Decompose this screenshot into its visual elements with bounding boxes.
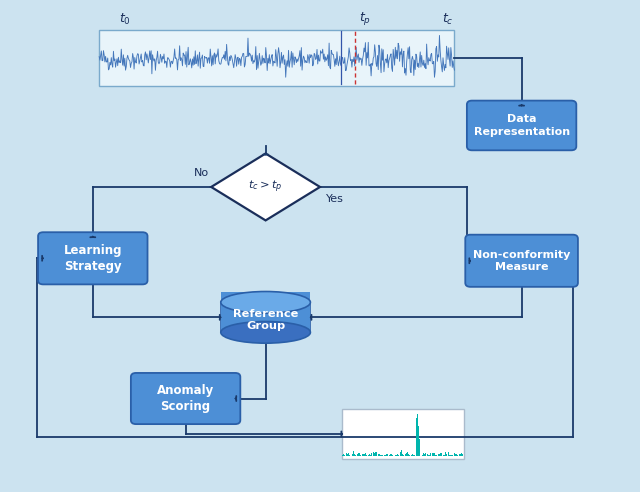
Bar <box>386 454 387 456</box>
Bar <box>439 455 440 456</box>
Text: $t_c > t_p$: $t_c > t_p$ <box>248 179 283 195</box>
Text: Yes: Yes <box>326 194 344 204</box>
Bar <box>371 454 372 456</box>
Bar <box>344 455 346 456</box>
FancyBboxPatch shape <box>99 30 454 86</box>
Bar <box>381 455 382 456</box>
Bar <box>417 414 418 456</box>
Text: Learning
Strategy: Learning Strategy <box>63 244 122 273</box>
Text: $t_p$: $t_p$ <box>359 10 371 27</box>
Bar <box>355 455 356 456</box>
FancyBboxPatch shape <box>342 409 464 459</box>
Bar <box>451 455 452 456</box>
Bar <box>419 439 420 456</box>
Bar <box>347 454 348 456</box>
Text: Reference
Group: Reference Group <box>233 308 298 331</box>
Ellipse shape <box>221 322 310 343</box>
Bar <box>408 454 409 456</box>
Bar <box>423 453 424 456</box>
Bar <box>431 453 433 456</box>
Bar <box>359 453 360 456</box>
Bar <box>444 455 445 456</box>
Bar <box>418 426 419 456</box>
Bar <box>450 455 451 456</box>
Bar <box>399 452 401 456</box>
Bar <box>363 454 364 456</box>
Bar <box>434 453 435 456</box>
Bar <box>401 450 402 456</box>
Bar <box>443 455 444 456</box>
FancyBboxPatch shape <box>221 291 310 333</box>
Bar <box>412 454 413 456</box>
Text: No: No <box>194 168 209 178</box>
Bar <box>462 455 463 456</box>
Bar <box>415 418 417 456</box>
Bar <box>383 455 385 456</box>
Bar <box>354 455 355 456</box>
FancyBboxPatch shape <box>38 232 147 284</box>
Bar <box>358 453 359 456</box>
Text: $t_c$: $t_c$ <box>442 12 454 27</box>
Bar <box>422 455 423 456</box>
Bar <box>446 454 447 456</box>
Text: Data
Representation: Data Representation <box>474 114 570 137</box>
Bar <box>365 453 366 456</box>
FancyBboxPatch shape <box>465 235 578 287</box>
FancyBboxPatch shape <box>131 373 240 424</box>
Bar <box>440 453 441 456</box>
Bar <box>348 453 349 456</box>
Bar <box>455 454 456 456</box>
Bar <box>395 455 396 456</box>
Bar <box>397 455 398 456</box>
Bar <box>356 454 358 456</box>
Bar <box>424 454 425 456</box>
Bar <box>427 454 428 456</box>
Bar <box>352 454 353 456</box>
Bar <box>375 452 376 456</box>
Bar <box>447 452 449 456</box>
Bar <box>396 455 397 456</box>
Bar <box>452 455 453 456</box>
Bar <box>404 454 406 456</box>
Bar <box>379 455 380 456</box>
Bar <box>403 455 404 456</box>
FancyBboxPatch shape <box>467 101 576 150</box>
Bar <box>342 455 343 456</box>
Bar <box>435 455 436 456</box>
Bar <box>369 454 370 456</box>
Bar <box>460 454 461 456</box>
Bar <box>420 447 422 456</box>
Bar <box>406 454 407 456</box>
Bar <box>346 453 347 456</box>
Ellipse shape <box>221 291 310 313</box>
Bar <box>391 455 392 456</box>
Bar <box>402 455 403 456</box>
Text: Anomaly
Scoring: Anomaly Scoring <box>157 384 214 413</box>
Bar <box>429 455 430 456</box>
Bar <box>436 455 438 456</box>
Bar <box>364 454 365 456</box>
Bar <box>445 452 446 456</box>
Bar <box>376 452 377 456</box>
Text: $t_0$: $t_0$ <box>119 12 131 27</box>
Bar <box>430 453 431 456</box>
Bar <box>353 451 354 456</box>
Bar <box>390 454 391 456</box>
Bar <box>461 453 462 456</box>
Bar <box>372 452 374 456</box>
Bar <box>374 453 375 456</box>
Bar <box>407 452 408 456</box>
Bar <box>456 454 457 456</box>
Bar <box>387 454 388 456</box>
Bar <box>370 455 371 456</box>
Bar <box>343 454 344 456</box>
Bar <box>463 455 465 456</box>
Text: Non-conformity
Measure: Non-conformity Measure <box>473 249 570 272</box>
Polygon shape <box>211 154 320 220</box>
Bar <box>459 454 460 456</box>
Bar <box>433 453 434 456</box>
